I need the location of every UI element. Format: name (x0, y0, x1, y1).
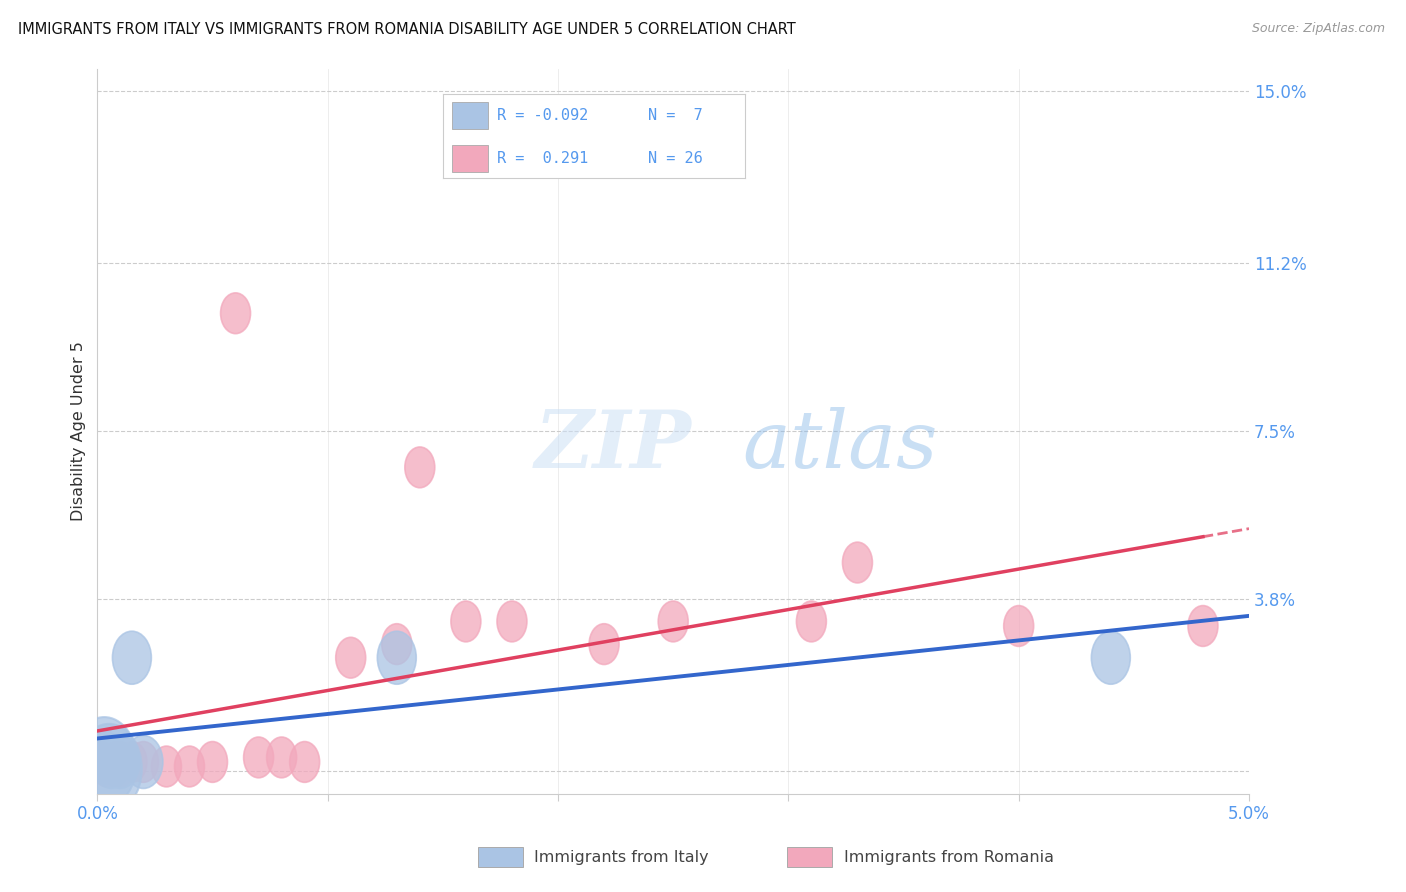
Text: IMMIGRANTS FROM ITALY VS IMMIGRANTS FROM ROMANIA DISABILITY AGE UNDER 5 CORRELAT: IMMIGRANTS FROM ITALY VS IMMIGRANTS FROM… (18, 22, 796, 37)
Ellipse shape (124, 735, 163, 789)
Ellipse shape (290, 741, 319, 782)
Bar (451, 145, 488, 171)
Text: R =  0.291: R = 0.291 (498, 151, 589, 166)
Ellipse shape (91, 746, 121, 787)
Ellipse shape (105, 746, 135, 787)
Text: R = -0.092: R = -0.092 (498, 108, 589, 123)
Text: Source: ZipAtlas.com: Source: ZipAtlas.com (1251, 22, 1385, 36)
Ellipse shape (1091, 632, 1130, 684)
Ellipse shape (101, 735, 139, 789)
Ellipse shape (76, 724, 142, 814)
Ellipse shape (174, 746, 204, 787)
Text: ZIP: ZIP (536, 407, 692, 484)
Ellipse shape (117, 741, 146, 782)
Ellipse shape (377, 632, 416, 684)
Text: N = 26: N = 26 (648, 151, 703, 166)
Ellipse shape (451, 601, 481, 642)
Ellipse shape (128, 741, 159, 782)
Text: Immigrants from Romania: Immigrants from Romania (844, 850, 1053, 864)
Ellipse shape (198, 741, 228, 782)
Ellipse shape (221, 293, 250, 334)
Ellipse shape (101, 741, 131, 782)
Ellipse shape (405, 447, 434, 488)
Text: N =  7: N = 7 (648, 108, 703, 123)
Text: Immigrants from Italy: Immigrants from Italy (534, 850, 709, 864)
Ellipse shape (91, 735, 131, 789)
Ellipse shape (1188, 606, 1218, 647)
Bar (451, 103, 488, 129)
Ellipse shape (336, 637, 366, 678)
Y-axis label: Disability Age Under 5: Disability Age Under 5 (72, 341, 86, 521)
Ellipse shape (796, 601, 827, 642)
Ellipse shape (152, 746, 181, 787)
Ellipse shape (589, 624, 619, 665)
Ellipse shape (382, 624, 412, 665)
Ellipse shape (496, 601, 527, 642)
Ellipse shape (243, 737, 274, 778)
Ellipse shape (72, 717, 138, 807)
Ellipse shape (84, 731, 124, 784)
Ellipse shape (658, 601, 688, 642)
Ellipse shape (112, 632, 152, 684)
Ellipse shape (87, 741, 117, 782)
Ellipse shape (105, 741, 135, 782)
Text: atlas: atlas (742, 407, 938, 484)
Ellipse shape (96, 746, 127, 787)
Ellipse shape (267, 737, 297, 778)
Ellipse shape (1004, 606, 1033, 647)
Ellipse shape (842, 542, 873, 583)
